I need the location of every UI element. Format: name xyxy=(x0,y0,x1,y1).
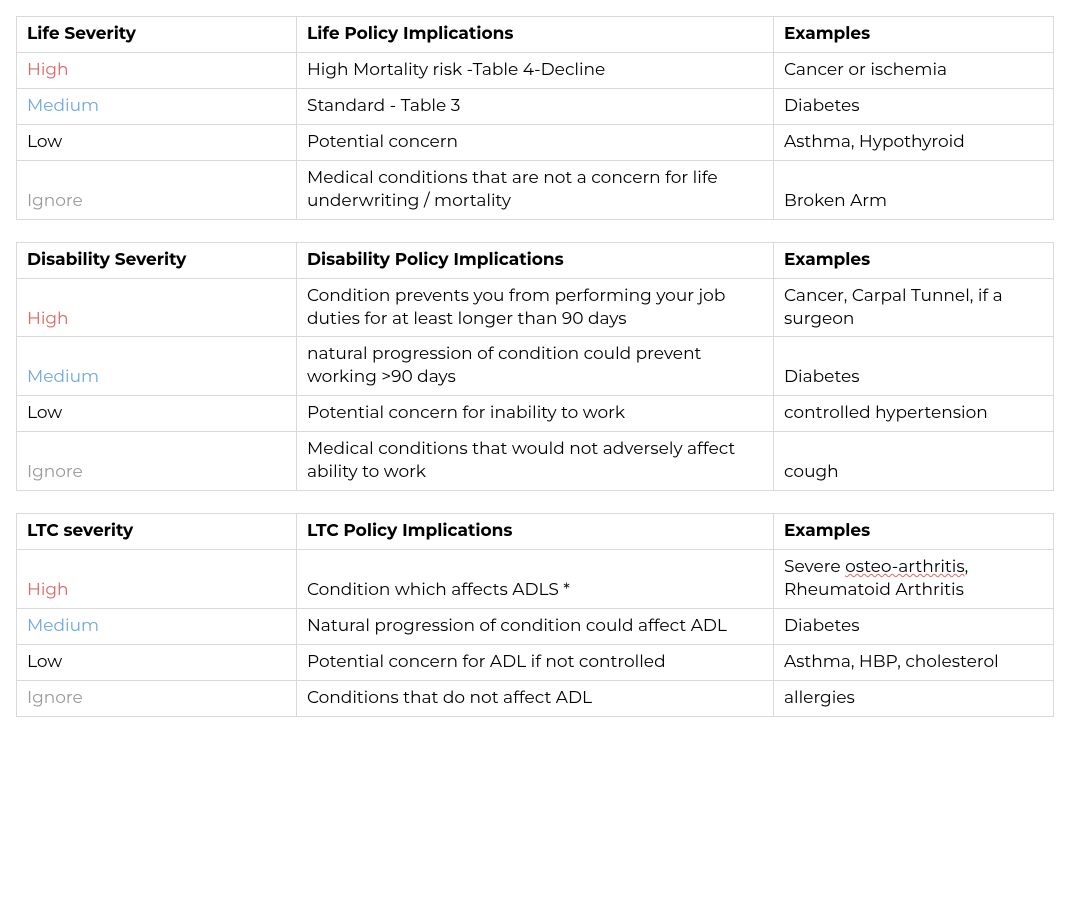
severity-cell: Ignore xyxy=(17,680,297,716)
table-row: Medium Natural progression of condition … xyxy=(17,608,1054,644)
implication-cell: Potential concern for inability to work xyxy=(296,396,773,432)
severity-cell: High xyxy=(17,278,297,337)
example-cell: Cancer or ischemia xyxy=(774,52,1054,88)
col-header-severity: Disability Severity xyxy=(17,242,297,278)
example-cell: Broken Arm xyxy=(774,160,1054,219)
severity-cell: Low xyxy=(17,644,297,680)
implication-cell: Medical conditions that are not a concer… xyxy=(296,160,773,219)
severity-cell: High xyxy=(17,52,297,88)
table-row: Low Potential concern Asthma, Hypothyroi… xyxy=(17,124,1054,160)
implication-cell: High Mortality risk -Table 4-Decline xyxy=(296,52,773,88)
table-row: Ignore Medical conditions that would not… xyxy=(17,432,1054,491)
col-header-examples: Examples xyxy=(774,514,1054,550)
col-header-implications: LTC Policy Implications xyxy=(296,514,773,550)
implication-cell: Potential concern xyxy=(296,124,773,160)
disability-severity-table: Disability Severity Disability Policy Im… xyxy=(16,242,1054,492)
col-header-implications: Life Policy Implications xyxy=(296,17,773,53)
implication-cell: Natural progression of condition could a… xyxy=(296,608,773,644)
table-row: Medium natural progression of condition … xyxy=(17,337,1054,396)
table-row: Ignore Conditions that do not affect ADL… xyxy=(17,680,1054,716)
example-cell: Diabetes xyxy=(774,608,1054,644)
example-cell: Diabetes xyxy=(774,88,1054,124)
example-cell: Asthma, Hypothyroid xyxy=(774,124,1054,160)
example-cell: Asthma, HBP, cholesterol xyxy=(774,644,1054,680)
severity-cell: Medium xyxy=(17,88,297,124)
ltc-severity-table: LTC severity LTC Policy Implications Exa… xyxy=(16,513,1054,717)
example-cell: cough xyxy=(774,432,1054,491)
implication-cell: Medical conditions that would not advers… xyxy=(296,432,773,491)
severity-cell: Ignore xyxy=(17,160,297,219)
col-header-severity: LTC severity xyxy=(17,514,297,550)
severity-cell: High xyxy=(17,550,297,609)
table-row: Low Potential concern for ADL if not con… xyxy=(17,644,1054,680)
implication-cell: Standard - Table 3 xyxy=(296,88,773,124)
life-severity-table: Life Severity Life Policy Implications E… xyxy=(16,16,1054,220)
col-header-implications: Disability Policy Implications xyxy=(296,242,773,278)
example-cell: Diabetes xyxy=(774,337,1054,396)
col-header-examples: Examples xyxy=(774,17,1054,53)
severity-cell: Ignore xyxy=(17,432,297,491)
severity-cell: Medium xyxy=(17,337,297,396)
severity-cell: Low xyxy=(17,124,297,160)
example-cell: Severe osteo-arthritis, Rheumatoid Arthr… xyxy=(774,550,1054,609)
example-cell: Cancer, Carpal Tunnel, if a surgeon xyxy=(774,278,1054,337)
implication-cell: natural progression of condition could p… xyxy=(296,337,773,396)
example-cell: allergies xyxy=(774,680,1054,716)
table-row: High Condition which affects ADLS * Seve… xyxy=(17,550,1054,609)
implication-cell: Potential concern for ADL if not control… xyxy=(296,644,773,680)
example-text-typo: osteo-arthritis xyxy=(845,557,965,577)
table-row: Medium Standard - Table 3 Diabetes xyxy=(17,88,1054,124)
table-header-row: LTC severity LTC Policy Implications Exa… xyxy=(17,514,1054,550)
implication-cell: Conditions that do not affect ADL xyxy=(296,680,773,716)
table-row: Ignore Medical conditions that are not a… xyxy=(17,160,1054,219)
col-header-severity: Life Severity xyxy=(17,17,297,53)
implication-cell: Condition which affects ADLS * xyxy=(296,550,773,609)
table-row: High High Mortality risk -Table 4-Declin… xyxy=(17,52,1054,88)
table-header-row: Life Severity Life Policy Implications E… xyxy=(17,17,1054,53)
severity-cell: Low xyxy=(17,396,297,432)
severity-cell: Medium xyxy=(17,608,297,644)
example-text-prefix: Severe xyxy=(784,557,845,577)
table-header-row: Disability Severity Disability Policy Im… xyxy=(17,242,1054,278)
implication-cell: Condition prevents you from performing y… xyxy=(296,278,773,337)
table-row: High Condition prevents you from perform… xyxy=(17,278,1054,337)
example-cell: controlled hypertension xyxy=(774,396,1054,432)
col-header-examples: Examples xyxy=(774,242,1054,278)
table-row: Low Potential concern for inability to w… xyxy=(17,396,1054,432)
